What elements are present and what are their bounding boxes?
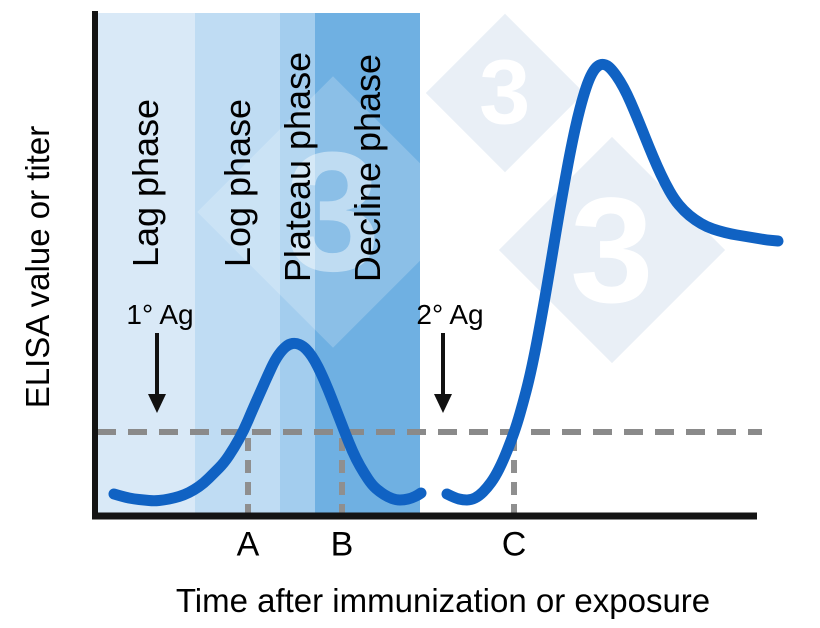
secondary-response-curve xyxy=(441,58,784,506)
y-axis-title: ELISA value or titer xyxy=(19,125,56,409)
x-tick-label-b: B xyxy=(330,525,354,564)
x-tick-label-a: A xyxy=(236,525,260,564)
antigen-arrow-head-1 xyxy=(148,394,166,413)
secondary-antigen-label: 2° Ag xyxy=(416,299,484,330)
phase-label-lag: Lag phase xyxy=(125,98,166,268)
primary-response-curve xyxy=(108,337,427,507)
phase-label-decline: Decline phase xyxy=(347,53,388,283)
phase-label-plateau: Plateau phase xyxy=(277,51,318,283)
x-axis-title: Time after immunization or exposure xyxy=(175,582,711,619)
primary-antigen-label: 1° Ag xyxy=(126,299,194,330)
x-tick-label-c: C xyxy=(501,525,527,564)
phase-label-log: Log phase xyxy=(217,98,258,268)
antigen-arrow-head-2 xyxy=(434,394,452,413)
